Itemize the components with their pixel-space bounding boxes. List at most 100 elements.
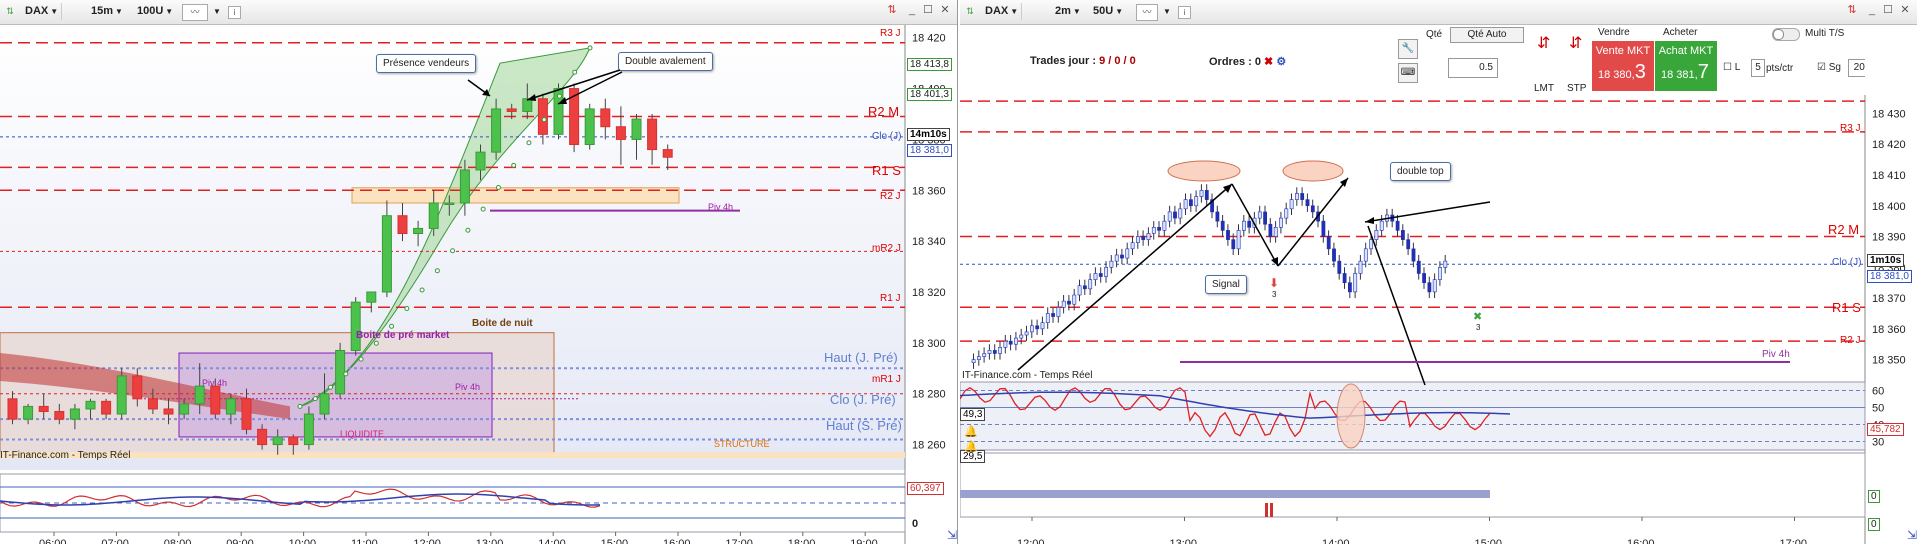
candle: [1337, 255, 1342, 280]
candle: [1406, 233, 1411, 255]
candle-body-up: [1257, 211, 1262, 219]
buy-market-button[interactable]: Achat MKT 18 381,7: [1655, 41, 1717, 91]
candle-body-down: [1067, 300, 1071, 305]
candle-body-up: [1279, 217, 1283, 228]
candle-body-up: [1130, 242, 1135, 250]
trend-dot: [297, 403, 303, 409]
settings-icon[interactable]: ⚙: [1276, 56, 1287, 68]
trend-dot: [312, 396, 318, 402]
candle: [1204, 184, 1209, 206]
candle: [475, 144, 486, 181]
candle: [1056, 301, 1061, 323]
volume-zero-tag: 0: [1868, 490, 1880, 503]
pts-ctr-label: pts/ctr: [1766, 63, 1794, 74]
volume-zero-tag-2: 0: [1868, 518, 1880, 531]
qty-auto-button[interactable]: Qté Auto: [1450, 27, 1524, 43]
l-input[interactable]: 5: [1751, 59, 1765, 77]
alert-bell-icon[interactable]: 🔔: [964, 426, 978, 438]
multi-ts-toggle[interactable]: [1772, 28, 1800, 41]
candle: [1008, 335, 1013, 351]
maximize-icon[interactable]: ☐: [1883, 4, 1893, 16]
chevron-down-icon[interactable]: ▼: [213, 7, 221, 16]
left-timeframe-select[interactable]: 15m ▼: [88, 3, 126, 20]
right-units-select[interactable]: 50U ▼: [1090, 3, 1126, 20]
candle: [1024, 325, 1029, 342]
candle-body-up: [1284, 208, 1289, 219]
candle: [381, 200, 392, 298]
candle-body-up: [1125, 248, 1130, 259]
alert-bell-icon[interactable]: 🔔: [964, 441, 978, 453]
candle: [1263, 205, 1268, 231]
right-timeframe-select[interactable]: 2m ▼: [1052, 3, 1084, 20]
candle: [569, 83, 580, 153]
candle-body-up: [1178, 208, 1183, 219]
candle: [998, 341, 1003, 360]
candle-body-up: [1194, 196, 1199, 207]
x-tick-label: 08:00: [164, 538, 192, 544]
x-tick-label: 17:00: [725, 538, 753, 544]
info-icon[interactable]: i: [1178, 6, 1191, 19]
osc-series-blue: [960, 391, 1511, 419]
candle: [1136, 230, 1140, 249]
right-units-label: 50U: [1093, 5, 1114, 17]
candle: [1114, 248, 1119, 268]
right-symbol-select[interactable]: DAX ▼: [982, 3, 1023, 20]
callout-signal: Signal: [1205, 275, 1247, 294]
scroll-end-icon[interactable]: ⇲: [1907, 528, 1917, 542]
limit-order-icon[interactable]: ⇵: [1537, 35, 1551, 52]
left-watermark: IT-Finance.com - Temps Réel: [0, 450, 131, 461]
info-icon[interactable]: i: [228, 6, 241, 19]
candle: [1125, 242, 1130, 265]
left-units-select[interactable]: 100U ▼: [134, 3, 176, 20]
close-icon[interactable]: ✕: [1900, 4, 1910, 16]
sell-mkt-label: Vente MKT: [1595, 45, 1651, 57]
candle-body-down: [1342, 273, 1347, 283]
candle-body-up: [1146, 233, 1151, 240]
candle: [1241, 215, 1246, 237]
sync-icon[interactable]: ⇅: [1847, 4, 1857, 16]
trend-dot: [419, 287, 425, 293]
window-menu-icon[interactable]: ⇅: [966, 6, 974, 16]
chart-style-icon[interactable]: 〰: [1136, 4, 1158, 21]
candle: [1141, 230, 1146, 246]
qty-input[interactable]: 0.5: [1448, 58, 1498, 78]
x-tick-label: 15:00: [1475, 538, 1503, 544]
candle-body-down: [1120, 254, 1124, 259]
sync-icon[interactable]: ⇅: [887, 4, 897, 16]
tools-icon[interactable]: 🔧: [1398, 39, 1418, 59]
window-menu-icon[interactable]: ⇅: [6, 6, 14, 16]
structure-zone: [0, 452, 905, 459]
keyboard-icon[interactable]: ⌨: [1398, 63, 1418, 83]
candle: [428, 190, 439, 237]
stop-order-icon[interactable]: ⇵: [1569, 35, 1583, 52]
candle-body-down: [101, 400, 112, 415]
lmt-button[interactable]: LMT: [1534, 83, 1554, 94]
l-checkbox[interactable]: ☐ L: [1723, 62, 1741, 73]
trend-dot: [556, 93, 562, 99]
stp-button[interactable]: STP: [1567, 83, 1587, 94]
candle-body-down: [1411, 248, 1416, 262]
maximize-icon[interactable]: ☐: [923, 4, 933, 16]
close-icon[interactable]: ✕: [940, 4, 950, 16]
candle-body-up: [319, 393, 330, 415]
price-tag-high: 18 413,8: [907, 58, 952, 71]
top-ellipse-1: [1167, 160, 1241, 182]
candle: [971, 353, 976, 369]
sg-checkbox[interactable]: ☑ Sg: [1817, 62, 1841, 73]
candle-body-up: [1236, 230, 1241, 250]
callout-engulfing: Double avalement: [618, 52, 713, 71]
sell-market-button[interactable]: Vente MKT 18 380,3: [1592, 41, 1654, 91]
arrow-engulfing-2: [557, 71, 623, 105]
minimize-icon[interactable]: _: [1868, 4, 1876, 16]
chart-style-icon[interactable]: 〰: [182, 4, 208, 21]
chevron-down-icon[interactable]: ▼: [1163, 7, 1171, 16]
candle: [1273, 221, 1278, 243]
left-symbol-select[interactable]: DAX ▼: [22, 3, 63, 20]
scroll-end-icon[interactable]: ⇲: [947, 528, 958, 542]
y-tick-label: 18 410: [1872, 170, 1906, 182]
arrowhead: [1365, 217, 1374, 224]
cancel-orders-icon[interactable]: ✖: [1264, 56, 1274, 68]
candle-body-down: [1247, 220, 1252, 228]
candle-body-up: [584, 108, 595, 146]
minimize-icon[interactable]: _: [908, 4, 916, 16]
